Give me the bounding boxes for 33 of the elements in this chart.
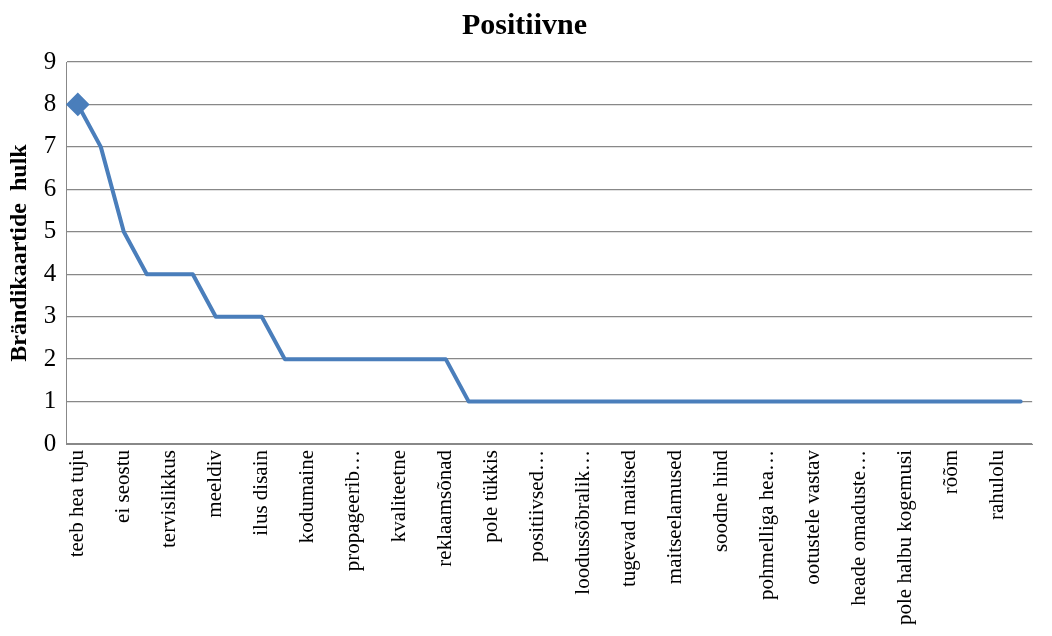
y-tick-label: 8 — [43, 89, 57, 117]
x-tick-label: soodne hind — [708, 449, 733, 553]
x-tick-label: kvaliteetne — [386, 450, 411, 543]
x-tick-label: rõõm — [938, 450, 963, 495]
y-tick-label: 2 — [43, 343, 57, 371]
x-tick-label: ei seostu — [110, 449, 135, 523]
y-tick-label: 6 — [43, 173, 57, 201]
x-tick-label: tugevad maitsed — [616, 449, 641, 588]
x-tick-label: ootustele vastav — [800, 449, 825, 585]
x-tick-label: maitseelamused — [662, 449, 687, 585]
x-tick-label: reklaamsõnad — [432, 449, 457, 567]
y-tick-label: 5 — [43, 216, 57, 244]
y-tick-label: 9 — [43, 46, 57, 74]
x-tick-label: ilus disain — [248, 449, 273, 536]
y-tick-label: 4 — [43, 258, 57, 286]
x-tick-label: kodumaine — [294, 450, 319, 544]
x-tick-label: loodussõbralik… — [570, 450, 595, 595]
x-tick-label: pohmelliga hea… — [754, 450, 779, 600]
y-tick-label: 0 — [43, 428, 57, 456]
x-tick-label: pole halbu kogemusi — [892, 449, 917, 626]
y-tick-label: 1 — [43, 386, 57, 414]
y-tick-label: 7 — [43, 131, 57, 159]
y-tick-label: 3 — [43, 301, 57, 329]
x-tick-label: positiivsed… — [524, 450, 549, 563]
x-tick-label: rahulolu — [984, 449, 1009, 521]
x-tick-label: tervislikkus — [156, 450, 181, 549]
y-axis-title: Brändikaartide hulk — [4, 143, 31, 362]
x-tick-label: heade omaduste… — [846, 450, 871, 606]
x-tick-label: teeb hea tuju — [64, 449, 89, 558]
chart-title: Positiivne — [462, 6, 587, 40]
x-tick-label: propageerib… — [340, 450, 365, 572]
x-tick-label: meeldiv — [202, 449, 227, 518]
x-tick-label: pole tükkis — [478, 450, 503, 543]
